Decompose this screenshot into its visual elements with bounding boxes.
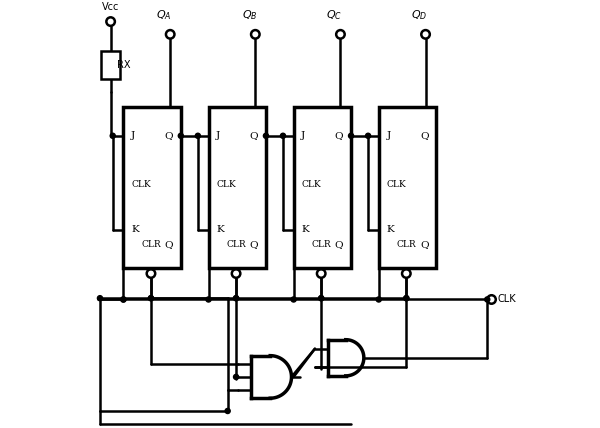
Text: J: J xyxy=(301,131,305,140)
Text: J: J xyxy=(216,131,220,140)
Circle shape xyxy=(233,296,239,301)
Text: Vcc: Vcc xyxy=(102,2,119,12)
Text: CLK: CLK xyxy=(498,294,517,304)
Circle shape xyxy=(376,297,381,302)
Text: Q: Q xyxy=(250,131,258,140)
Text: J: J xyxy=(131,131,135,140)
Text: Q: Q xyxy=(335,131,343,140)
Circle shape xyxy=(233,374,239,380)
Text: CLR: CLR xyxy=(141,240,161,249)
Circle shape xyxy=(365,133,371,138)
Text: $Q_C$: $Q_C$ xyxy=(326,8,343,21)
Circle shape xyxy=(291,297,296,302)
Bar xyxy=(209,107,266,268)
Circle shape xyxy=(121,297,126,302)
Circle shape xyxy=(148,296,154,301)
Circle shape xyxy=(148,296,154,301)
Text: K: K xyxy=(301,225,309,234)
Bar xyxy=(293,107,351,268)
Text: CLK: CLK xyxy=(131,180,151,189)
Text: RX: RX xyxy=(117,60,131,70)
Circle shape xyxy=(196,133,200,138)
Circle shape xyxy=(206,297,211,302)
Bar xyxy=(379,107,436,268)
Text: CLR: CLR xyxy=(311,240,331,249)
Text: Q: Q xyxy=(164,131,173,140)
Circle shape xyxy=(404,296,409,301)
Bar xyxy=(101,51,120,79)
Text: Q: Q xyxy=(420,131,428,140)
Text: $Q_D$: $Q_D$ xyxy=(412,8,428,21)
Circle shape xyxy=(280,133,286,138)
Circle shape xyxy=(233,296,239,301)
Text: K: K xyxy=(131,225,139,234)
Circle shape xyxy=(97,296,103,301)
Circle shape xyxy=(178,133,184,138)
Circle shape xyxy=(121,297,126,302)
Text: Q: Q xyxy=(420,240,428,249)
Text: $Q_A$: $Q_A$ xyxy=(157,8,172,21)
Circle shape xyxy=(404,296,409,301)
Text: $Q_B$: $Q_B$ xyxy=(242,8,257,21)
Circle shape xyxy=(263,133,269,138)
Text: K: K xyxy=(386,225,394,234)
Text: CLK: CLK xyxy=(216,180,236,189)
Text: K: K xyxy=(216,225,224,234)
Text: Q: Q xyxy=(250,240,258,249)
Text: Q: Q xyxy=(164,240,173,249)
Text: CLR: CLR xyxy=(397,240,416,249)
Circle shape xyxy=(225,408,230,413)
Text: CLR: CLR xyxy=(226,240,246,249)
Circle shape xyxy=(349,133,353,138)
Text: CLK: CLK xyxy=(301,180,321,189)
Circle shape xyxy=(319,296,324,301)
Circle shape xyxy=(110,133,115,138)
Text: CLK: CLK xyxy=(386,180,406,189)
Circle shape xyxy=(319,296,324,301)
Bar xyxy=(124,107,181,268)
Circle shape xyxy=(485,297,490,302)
Text: J: J xyxy=(386,131,391,140)
Text: Q: Q xyxy=(335,240,343,249)
